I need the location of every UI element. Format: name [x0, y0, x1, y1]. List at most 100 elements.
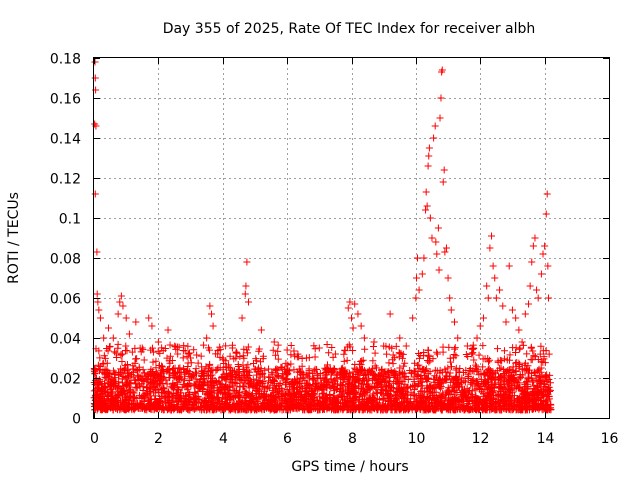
data-point [434, 224, 442, 232]
data-point [328, 343, 336, 351]
data-point [193, 351, 201, 359]
x-tick-labels: 0 2 4 6 8 10 12 14 16 [90, 431, 618, 447]
data-point [383, 368, 391, 376]
data-point [534, 367, 542, 375]
data-point [401, 394, 409, 402]
data-point [278, 373, 286, 381]
data-point [137, 400, 145, 408]
data-point [310, 376, 318, 384]
data-point [542, 210, 550, 218]
data-point [179, 354, 187, 362]
data-point [110, 398, 118, 406]
data-point [173, 383, 181, 391]
data-point [329, 367, 337, 375]
data-point [533, 376, 541, 384]
data-point [410, 375, 418, 383]
data-point [270, 338, 278, 346]
data-point [145, 314, 153, 322]
data-point [340, 350, 348, 358]
data-point [499, 302, 507, 310]
data-point [537, 373, 545, 381]
data-point [417, 388, 425, 396]
y-tick-label: 0.14 [50, 132, 81, 148]
data-point [394, 387, 402, 395]
data-point [527, 344, 535, 352]
data-point [523, 364, 531, 372]
data-point [473, 384, 481, 392]
data-point [177, 368, 185, 376]
data-point [506, 368, 514, 376]
data-point [216, 400, 224, 408]
data-point [537, 357, 545, 365]
data-point [127, 371, 135, 379]
y-tick-label: 0.16 [50, 92, 81, 108]
data-point [287, 404, 295, 412]
data-point [265, 393, 273, 401]
data-point [479, 342, 487, 350]
data-point [424, 405, 432, 413]
data-point [460, 368, 468, 376]
data-point [270, 403, 278, 411]
data-point [331, 395, 339, 403]
data-point [191, 368, 199, 376]
data-point [529, 389, 537, 397]
data-point [307, 406, 315, 414]
data-point [280, 406, 288, 414]
data-point [132, 318, 140, 326]
data-point [494, 345, 502, 353]
data-point [431, 372, 439, 380]
data-point [101, 373, 109, 381]
data-point [450, 387, 458, 395]
data-point [172, 343, 180, 351]
data-point [239, 368, 247, 376]
data-point [469, 345, 477, 353]
data-point [401, 380, 409, 388]
data-point [155, 380, 163, 388]
data-point [257, 326, 265, 334]
data-point [524, 380, 532, 388]
data-point [368, 367, 376, 375]
data-point [114, 310, 122, 318]
data-point [234, 392, 242, 400]
data-point [457, 396, 465, 404]
data-point [179, 380, 187, 388]
data-point [540, 353, 548, 361]
data-point [228, 344, 236, 352]
data-point [530, 352, 538, 360]
data-point [500, 384, 508, 392]
data-point [158, 373, 166, 381]
data-point [168, 404, 176, 412]
data-point [232, 349, 240, 357]
data-point [510, 373, 518, 381]
data-point [472, 393, 480, 401]
data-point [243, 258, 251, 266]
data-point [138, 344, 146, 352]
data-point [433, 348, 441, 356]
data-point [315, 392, 323, 400]
data-point [375, 403, 383, 411]
data-point [433, 367, 441, 375]
data-point [244, 381, 252, 389]
data-point [242, 363, 250, 371]
data-point [455, 378, 463, 386]
data-point [130, 365, 138, 373]
data-point [340, 357, 348, 365]
data-point [546, 379, 554, 387]
data-point [104, 347, 112, 355]
data-point [129, 394, 137, 402]
data-point [245, 384, 253, 392]
data-point [215, 386, 222, 394]
y-axis-label: ROTI / TECUs [6, 192, 22, 284]
data-point [361, 405, 369, 413]
chart-title: Day 355 of 2025, Rate Of TEC Index for r… [163, 21, 536, 37]
y-tick-labels: 0 0.02 0.04 0.06 0.08 0.1 0.12 0.14 0.16 0.18 [50, 52, 81, 428]
data-point [522, 397, 530, 405]
data-point [493, 391, 501, 399]
data-point [104, 324, 112, 332]
data-point [315, 344, 323, 352]
data-point [230, 394, 238, 402]
data-point [122, 406, 130, 414]
data-point [298, 355, 306, 363]
data-point [450, 404, 458, 412]
data-point [515, 326, 523, 334]
